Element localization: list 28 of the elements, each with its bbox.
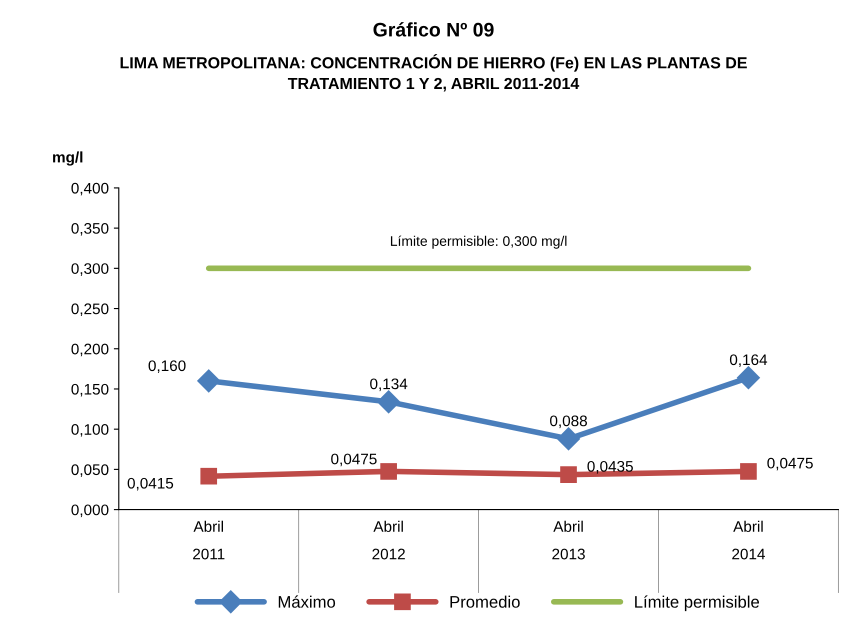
y-tick-label: 0,200 [71,344,108,356]
data-label: 0,160 [148,360,186,373]
data-label: 0,088 [550,415,587,428]
y-tick-label: 0,000 [71,504,108,518]
legend-label: Límite permisible [635,595,759,612]
data-label: 0,0475 [767,458,813,470]
annotation: Límite permisible: 0,300 mg/l [390,236,566,249]
x-tick-label: Abril 2013 [552,520,585,560]
x-tick-label: Abril 2014 [732,520,765,560]
chart-subtitle: LIMA METROPOLITANA: CONCENTRACIÓN DE HIERRO (Fe) EN LAS PLANTAS DE TRATAMIENTO 1 Y 2, ABRIL 2011-2014 [120,54,747,92]
y-axis-title: mg/l [53,151,82,166]
x-tick-label: Abril 2011 [193,520,224,560]
y-tick-label: 0,050 [71,464,108,477]
data-label: 0,0415 [128,478,174,490]
y-tick-label: 0,150 [71,384,108,396]
legend-label: Máximo [278,595,336,608]
y-tick-label: 0,400 [71,182,108,196]
y-tick-label: 0,300 [71,263,108,276]
x-tick-label: Abril 2012 [372,520,405,560]
data-label: 0,0475 [331,454,377,466]
legend-label: Promedio [450,596,520,608]
y-tick-label: 0,100 [71,424,108,437]
data-label: 0,0435 [587,460,633,474]
y-tick-label: 0,350 [71,222,108,236]
data-label: 0,134 [370,378,408,392]
y-tick-label: 0,250 [71,303,108,316]
chart-title: Gráfico Nº 09 [373,22,494,37]
data-label: 0,164 [730,354,768,367]
